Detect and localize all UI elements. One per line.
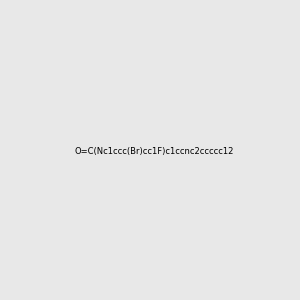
Text: O=C(Nc1ccc(Br)cc1F)c1ccnc2ccccc12: O=C(Nc1ccc(Br)cc1F)c1ccnc2ccccc12 [74,147,233,156]
